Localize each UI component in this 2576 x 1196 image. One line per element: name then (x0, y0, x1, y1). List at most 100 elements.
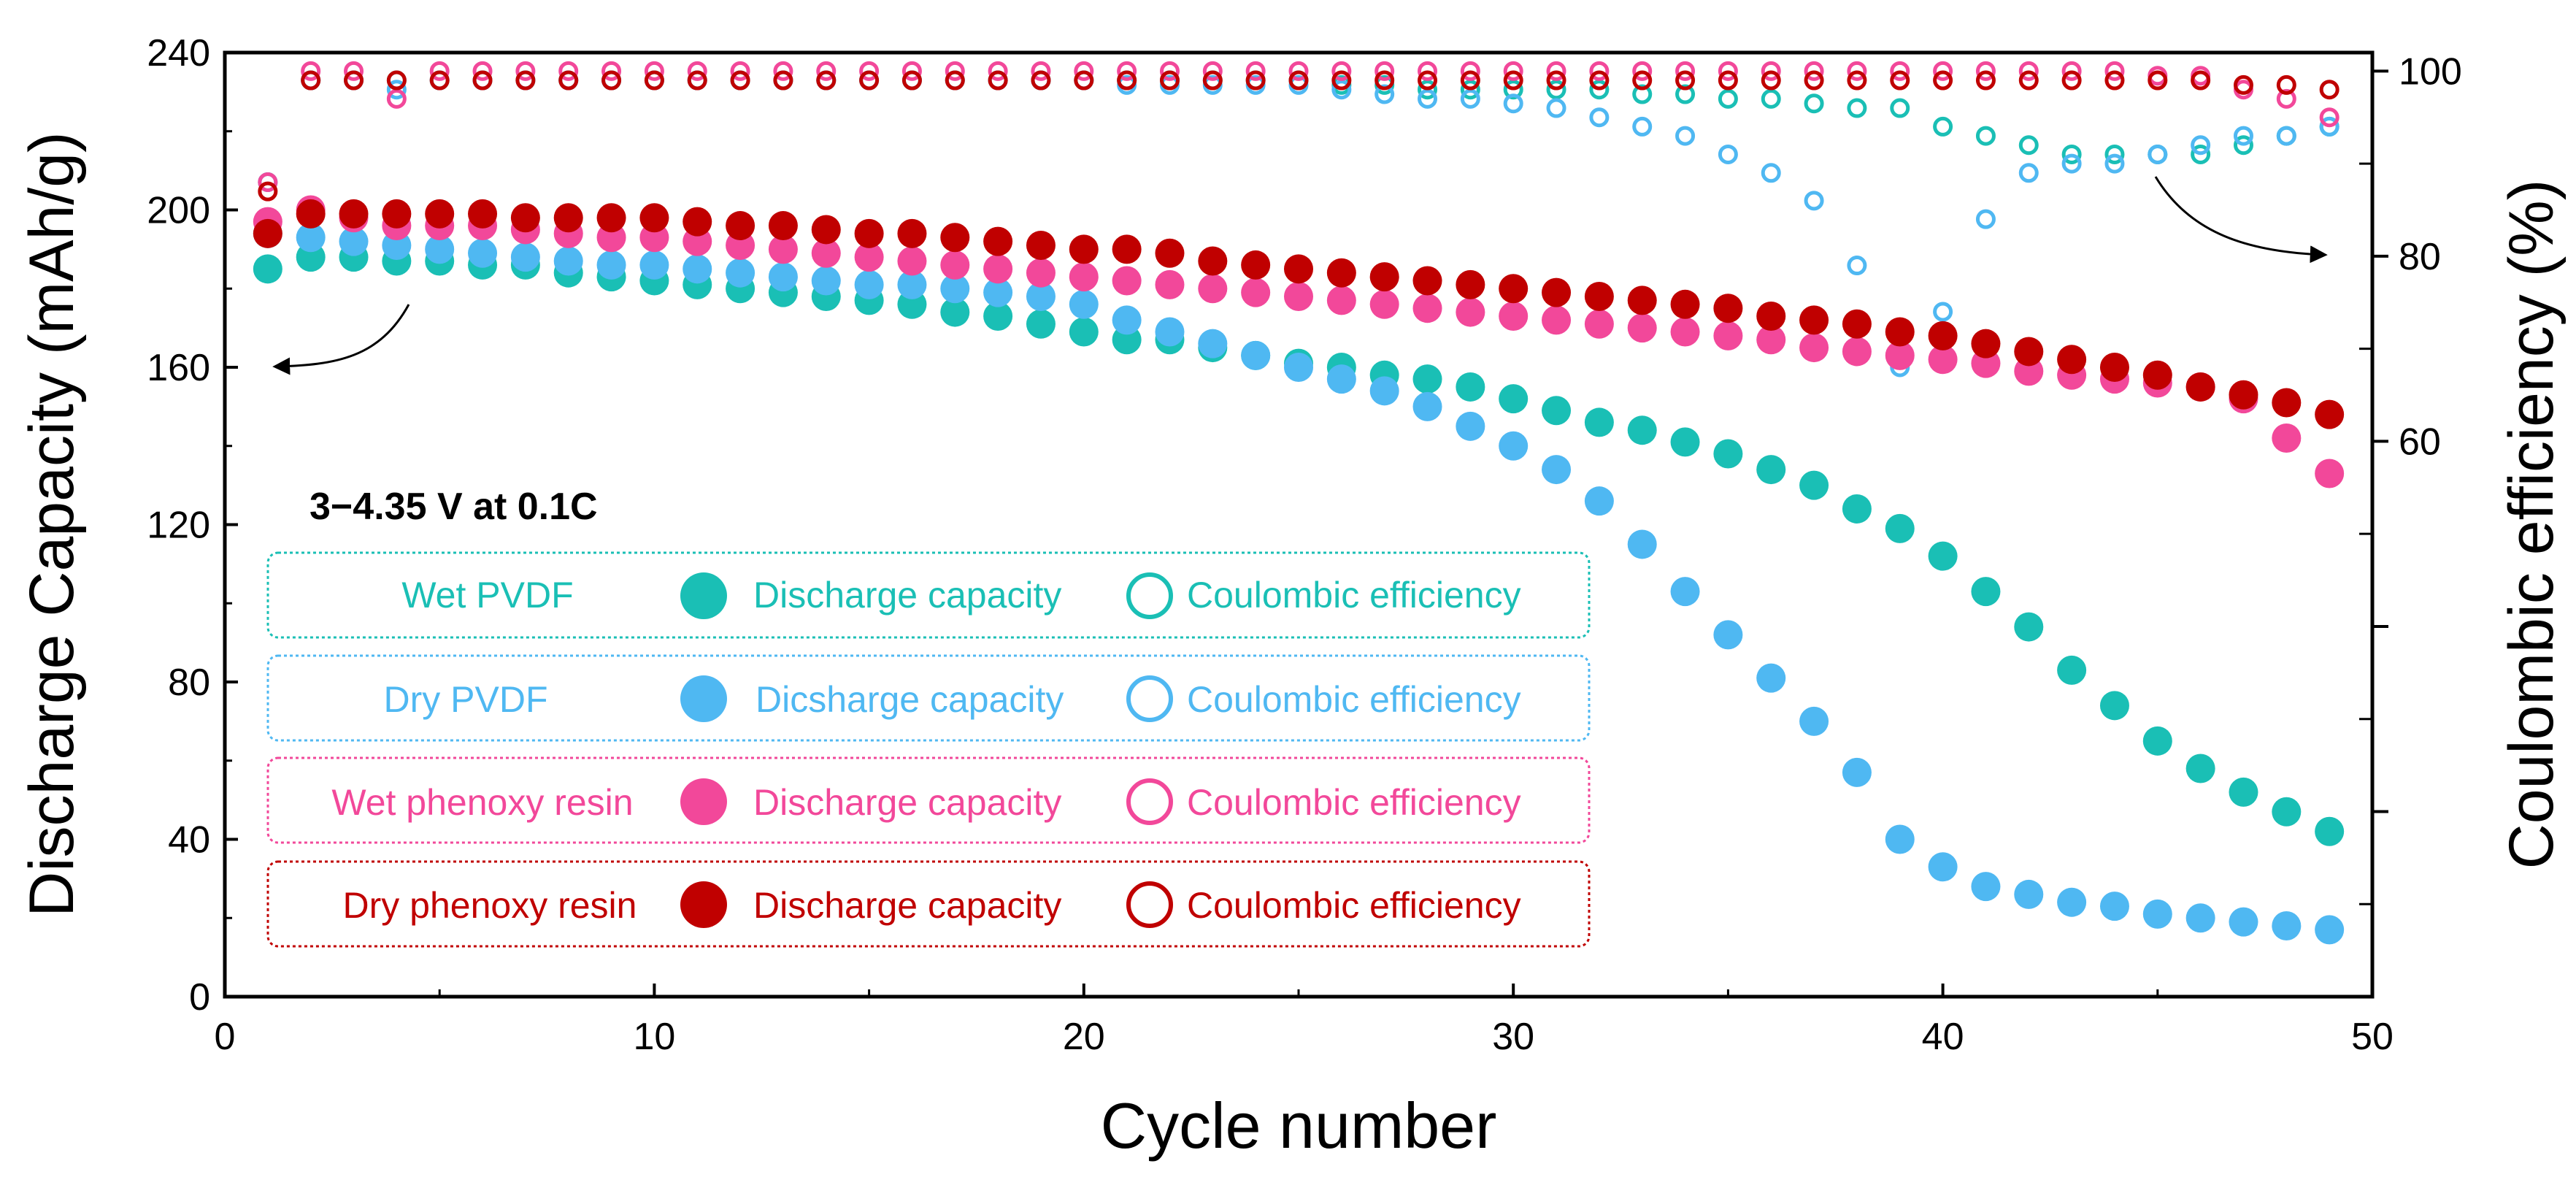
dry_pvdf-capacity-point-40 (1928, 852, 1958, 882)
dry_pvdf-capacity-point-39 (1885, 824, 1915, 854)
dry_phenoxy-capacity-point-18 (983, 226, 1013, 256)
wet_pvdf-capacity-point-40 (1928, 541, 1958, 571)
dry_pvdf-capacity-point-15 (854, 269, 884, 299)
wet_pvdf-capacity-point-19 (1026, 309, 1056, 339)
dry_phenoxy-ce-point-30 (1503, 70, 1523, 91)
dry_pvdf-capacity-point-31 (1542, 455, 1572, 485)
wet_phenoxy-capacity-point-14 (811, 238, 841, 268)
wet_pvdf-capacity-point-44 (2099, 691, 2129, 721)
dry_phenoxy-capacity-point-15 (854, 218, 884, 248)
wet_phenoxy-capacity-point-13 (768, 234, 798, 264)
wet_phenoxy-ce-point-31 (1546, 61, 1566, 81)
dry_pvdf-capacity-point-6 (468, 238, 498, 268)
legend-label-dry-pvdf: Dry PVDF (384, 679, 548, 720)
wet_pvdf-capacity-point-30 (1499, 384, 1529, 414)
dry_pvdf-capacity-point-26 (1326, 364, 1356, 394)
wet_phenoxy-ce-point-30 (1503, 61, 1523, 81)
axis-ticks: 0 10 20 30 40 50 0 40 80 120 160 200 240 60 80 100 (147, 32, 2462, 1058)
wet_pvdf-capacity-point-43 (2057, 655, 2087, 685)
legend-label-wet-phenoxy: Wet phenoxy resin (331, 782, 633, 823)
wet_phenoxy-capacity-point-36 (1756, 325, 1786, 355)
wet_pvdf-capacity-point-41 (1971, 577, 2001, 607)
wet_phenoxy-ce-point-10 (644, 61, 664, 81)
legend-row-dry-phenoxy: Dry phenoxy resin Discharge capacity Cou… (266, 860, 1591, 948)
dry_phenoxy-capacity-point-45 (2142, 360, 2172, 390)
dry_phenoxy-ce-point-1 (258, 181, 278, 202)
wet_phenoxy-ce-point-14 (816, 61, 837, 81)
wet_phenoxy-ce-point-13 (773, 61, 793, 81)
y-left-tick-label-40: 40 (168, 819, 210, 862)
dry_phenoxy-ce-point-45 (2148, 70, 2168, 91)
dry_phenoxy-ce-point-42 (2018, 70, 2039, 91)
wet_phenoxy-ce-point-40 (1933, 61, 1953, 81)
y-left-axis-title: Discharge Capacity (mAh/g) (17, 131, 87, 916)
dry_phenoxy-capacity-point-40 (1928, 321, 1958, 350)
wet_pvdf-ce-point-34 (1675, 84, 1696, 104)
wet_phenoxy-capacity-point-38 (1842, 337, 1872, 367)
wet_phenoxy-capacity-point-39 (1885, 340, 1915, 370)
dry_pvdf-ce-point-29 (1460, 88, 1480, 109)
wet_phenoxy-capacity-point-21 (1112, 266, 1142, 296)
dry_phenoxy-ce-point-25 (1288, 70, 1309, 91)
dry_pvdf-capacity-point-7 (510, 242, 540, 272)
y-left-tick-label-160: 160 (147, 347, 210, 389)
wet_phenoxy-ce-point-38 (1847, 61, 1867, 81)
legend-box-dry-phenoxy (266, 860, 1591, 948)
dry_pvdf-ce-point-28 (1418, 88, 1438, 109)
wet_pvdf-capacity-point-17 (940, 297, 970, 327)
dry_phenoxy-ce-point-28 (1418, 70, 1438, 91)
condition-annotation: 3−4.35 V at 0.1C (309, 486, 598, 528)
wet_phenoxy-capacity-point-35 (1713, 321, 1743, 350)
wet_phenoxy-capacity-point-28 (1412, 294, 1442, 323)
dry_pvdf-ce-point-45 (2148, 144, 2168, 164)
dry_phenoxy-ce-point-38 (1847, 70, 1867, 91)
legend-label-dry-phenoxy: Dry phenoxy resin (343, 885, 637, 926)
dry_phenoxy-ce-point-8 (558, 70, 579, 91)
wet_pvdf-ce-point-30 (1503, 80, 1523, 100)
data-marks (253, 61, 2345, 945)
wet_pvdf-ce-point-47 (2233, 135, 2253, 156)
dry_pvdf-ce-point-33 (1632, 116, 1653, 137)
legend-open-marker-wet-phenoxy (1126, 778, 1173, 825)
dry_phenoxy-capacity-point-21 (1112, 234, 1142, 264)
dry_phenoxy-ce-point-12 (730, 70, 750, 91)
legend-ce-label-wet-pvdf: Coulombic efficiency (1187, 575, 1521, 616)
dry_phenoxy-capacity-point-12 (726, 211, 756, 241)
wet_phenoxy-ce-point-23 (1202, 61, 1223, 81)
dry_phenoxy-ce-point-11 (687, 70, 707, 91)
wet_phenoxy-capacity-point-49 (2315, 459, 2345, 488)
dry_phenoxy-ce-point-7 (515, 70, 536, 91)
wet_phenoxy-capacity-point-19 (1026, 258, 1056, 288)
dry_phenoxy-capacity-point-28 (1412, 266, 1442, 296)
wet_phenoxy-capacity-point-18 (983, 254, 1013, 284)
dry_phenoxy-ce-point-21 (1117, 70, 1137, 91)
wet_phenoxy-ce-point-42 (2018, 61, 2039, 81)
dry_phenoxy-capacity-point-14 (811, 215, 841, 245)
wet_phenoxy-ce-point-20 (1074, 61, 1094, 81)
wet_phenoxy-ce-point-29 (1460, 61, 1480, 81)
legend-ce-label-wet-phenoxy: Coulombic efficiency (1187, 782, 1521, 823)
wet_phenoxy-ce-point-21 (1117, 61, 1137, 81)
dry_pvdf-ce-point-40 (1933, 302, 1953, 322)
coulombic-efficiency-marks (258, 61, 2339, 377)
dry_phenoxy-ce-point-14 (816, 70, 837, 91)
dry_phenoxy-capacity-point-11 (683, 207, 712, 237)
legend-box-dry-pvdf (266, 654, 1591, 742)
dry_pvdf-ce-point-27 (1374, 84, 1395, 104)
dry_phenoxy-ce-point-37 (1804, 70, 1824, 91)
dry_phenoxy-capacity-point-39 (1885, 317, 1915, 347)
dry_phenoxy-capacity-point-34 (1670, 289, 1700, 319)
dry_phenoxy-ce-point-26 (1331, 70, 1352, 91)
wet_pvdf-capacity-point-49 (2315, 816, 2345, 846)
wet_pvdf-capacity-point-18 (983, 301, 1013, 331)
dry_phenoxy-ce-point-15 (859, 70, 880, 91)
dry_pvdf-capacity-point-18 (983, 277, 1013, 307)
wet_pvdf-capacity-point-39 (1885, 513, 1915, 543)
dry_phenoxy-ce-point-16 (901, 70, 922, 91)
dry_phenoxy-ce-point-31 (1546, 70, 1566, 91)
wet_phenoxy-ce-point-48 (2276, 88, 2296, 109)
dry_pvdf-ce-point-30 (1503, 93, 1523, 114)
right-axis-arrow (2154, 176, 2328, 264)
dry_phenoxy-ce-point-27 (1374, 70, 1395, 91)
dry_pvdf-capacity-point-44 (2099, 892, 2129, 921)
